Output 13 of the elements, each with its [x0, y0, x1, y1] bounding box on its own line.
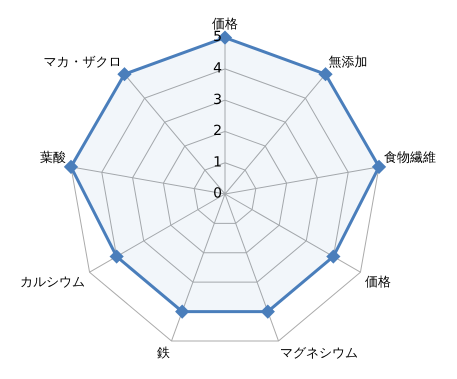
spoke-label: 葉酸 — [40, 150, 66, 166]
spoke-label: 価格 — [364, 274, 391, 290]
y-tick-label: 1 — [213, 154, 222, 170]
spoke-label: 無添加 — [328, 54, 368, 70]
y-tick-label: 4 — [213, 60, 222, 77]
y-tick-label: 0 — [213, 186, 222, 202]
spoke-label: 食物繊維 — [384, 150, 436, 166]
spoke-label: 鉄 — [156, 346, 170, 361]
y-tick-label: 3 — [213, 92, 222, 108]
y-tick-label: 2 — [213, 123, 222, 140]
spoke-label: マグネシウム — [280, 346, 358, 361]
spoke-label: カルシウム — [20, 274, 86, 290]
spoke-label: マカ・ザクロ — [43, 54, 122, 70]
